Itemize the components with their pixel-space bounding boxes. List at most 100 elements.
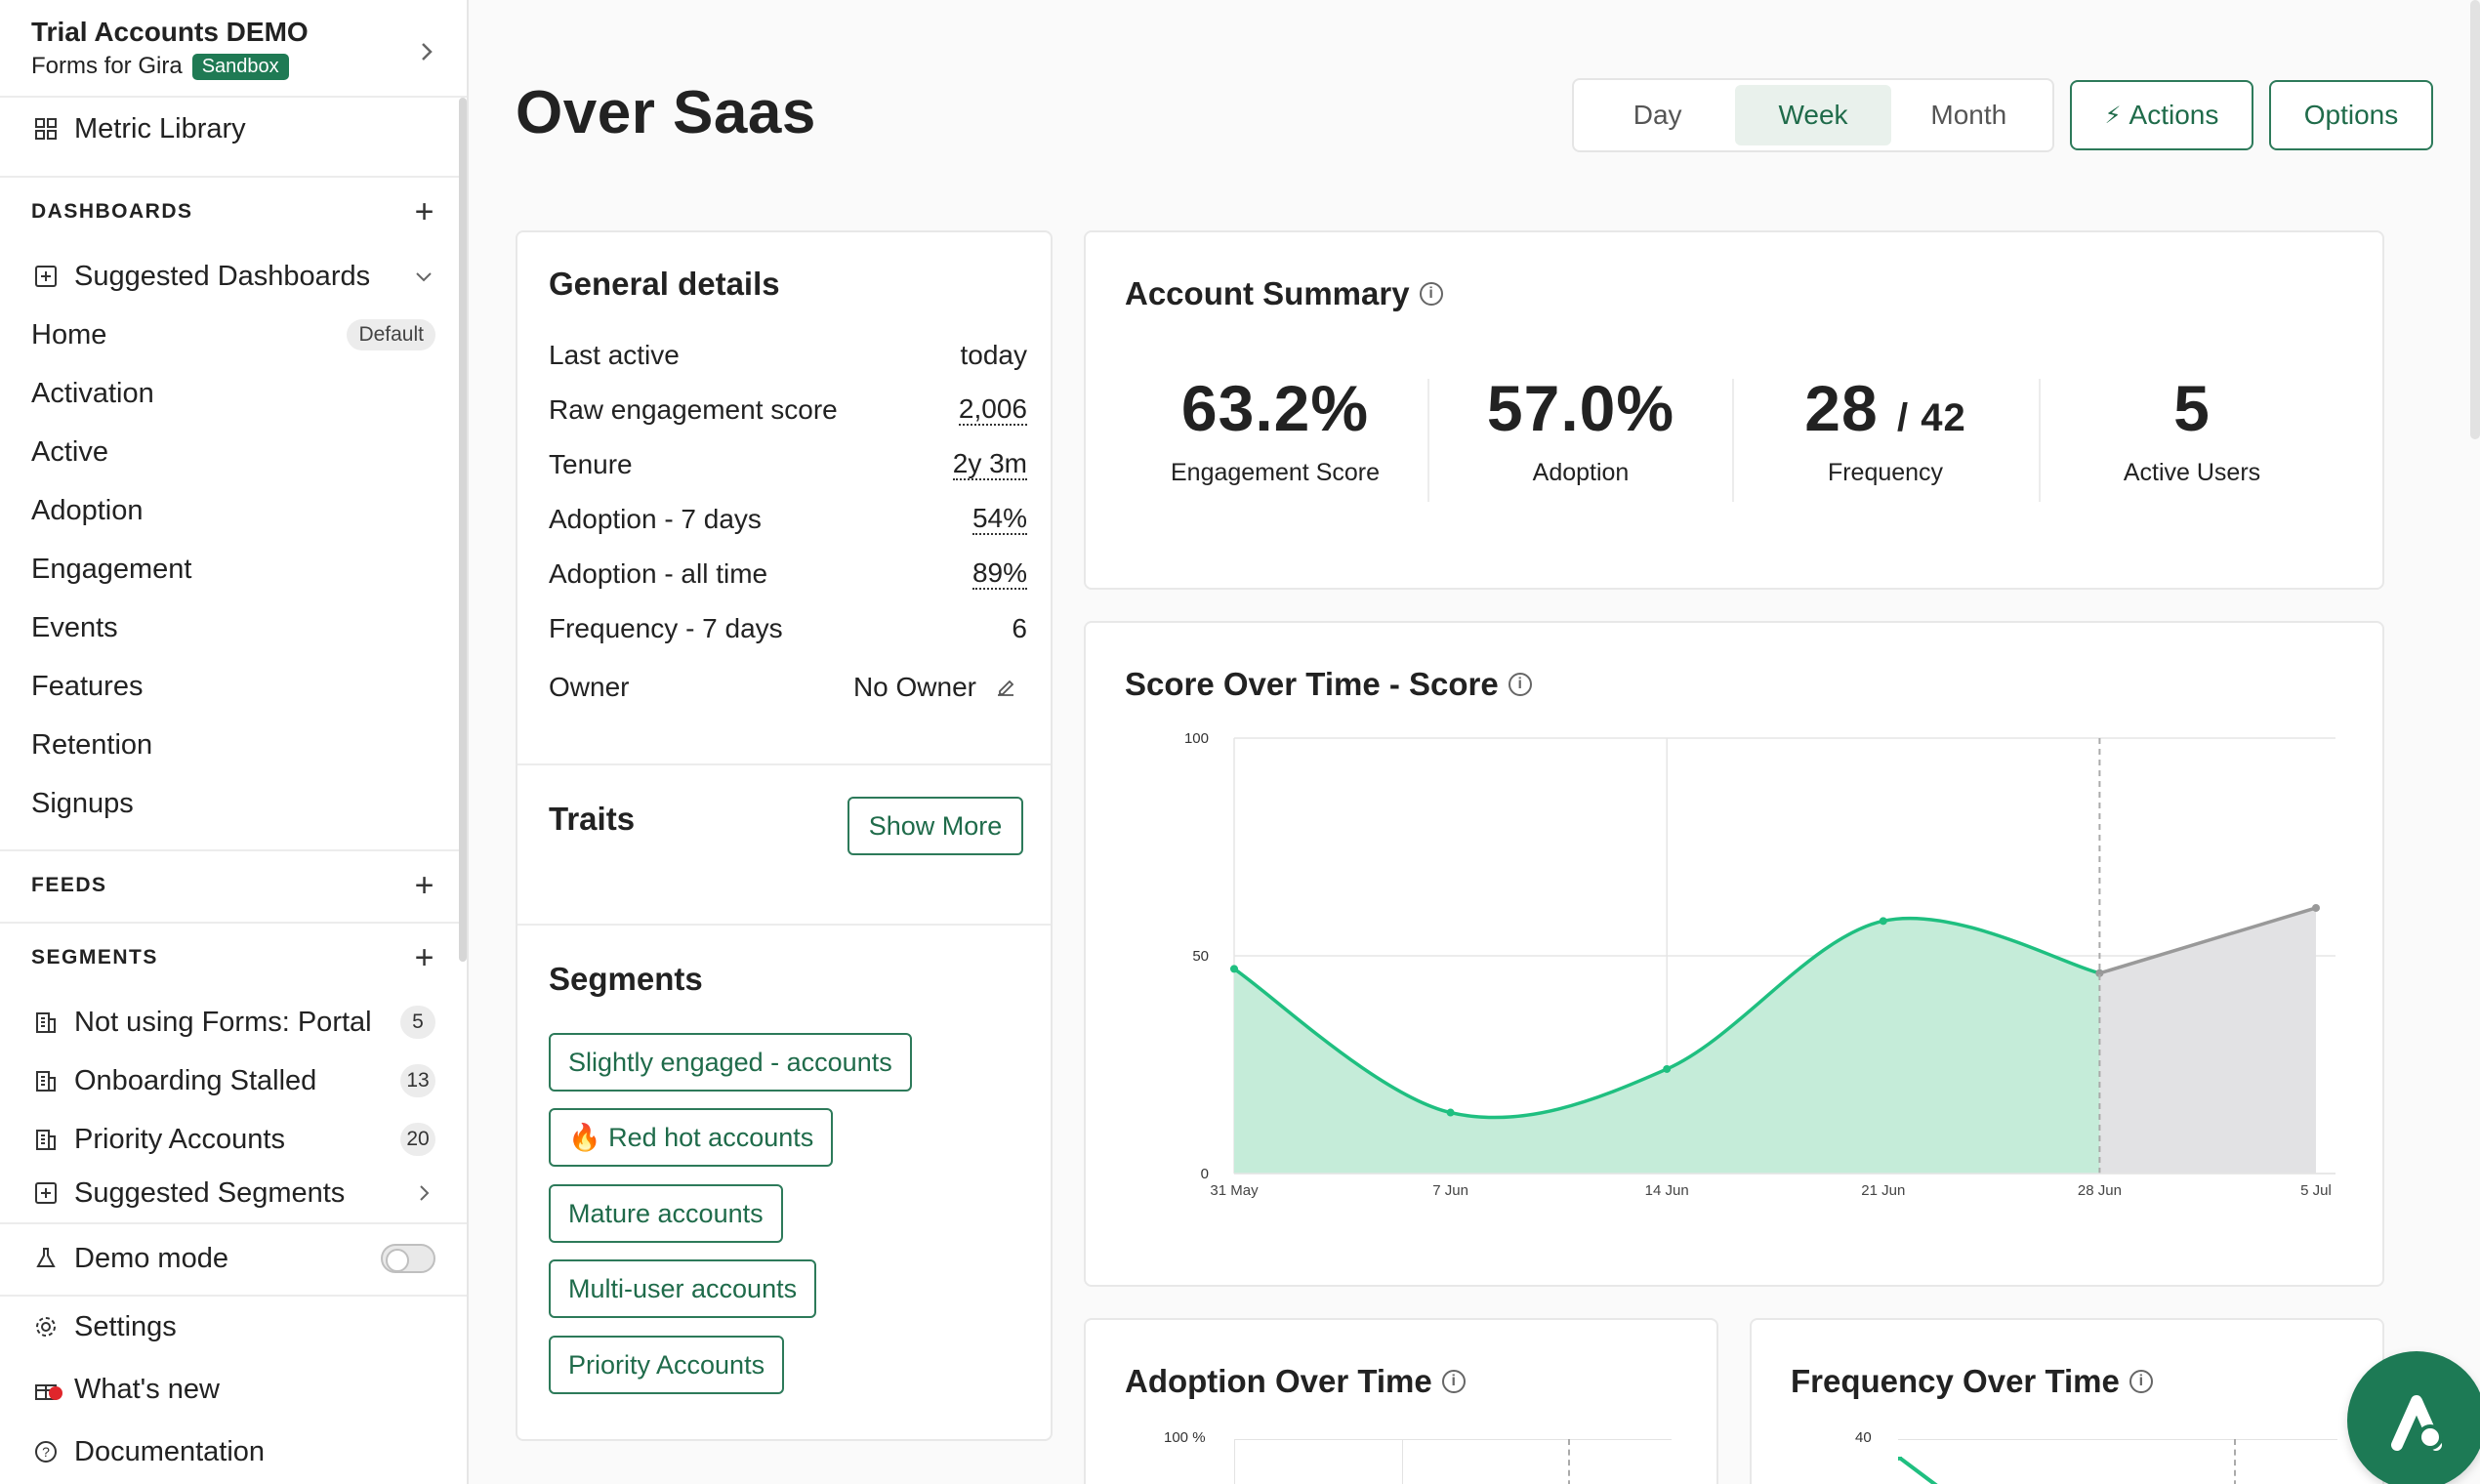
add-segment-icon[interactable]: + [414, 939, 435, 976]
detail-value[interactable]: 2,006 [958, 393, 1027, 426]
segment-tag[interactable]: Slightly engaged - accounts [549, 1033, 912, 1092]
sidebar-item-events[interactable]: Events [31, 603, 435, 652]
sidebar-item-active[interactable]: Active [31, 428, 435, 476]
data-point [1663, 1064, 1672, 1073]
feeds-header: FEEDS + [31, 866, 435, 905]
detail-row: Last active today [549, 340, 1027, 371]
bolt-icon: ⚡ [2104, 102, 2122, 129]
sidebar-item-activation[interactable]: Activation [31, 369, 435, 418]
segment-label: Not using Forms: Portal [74, 1006, 372, 1038]
sidebar-item-label: Home [31, 318, 107, 350]
options-button[interactable]: Options [2269, 80, 2433, 150]
info-icon[interactable]: i [1419, 282, 1443, 306]
segment-tag[interactable]: Mature accounts [549, 1184, 783, 1243]
segment-tag[interactable]: Priority Accounts [549, 1336, 785, 1394]
suggested-segments[interactable]: Suggested Segments [31, 1174, 435, 1213]
documentation-link[interactable]: ? Documentation [31, 1427, 435, 1476]
segment-tag[interactable]: Multi-user accounts [549, 1259, 817, 1318]
sidebar-segment-onboarding-stalled[interactable]: Onboarding Stalled 13 [31, 1056, 435, 1105]
edit-icon[interactable] [994, 676, 1017, 699]
info-icon[interactable]: i [1441, 1370, 1466, 1393]
owner-field[interactable]: No Owner [853, 672, 1017, 703]
y-tick-label: 100 % [1164, 1429, 1206, 1446]
detail-value: today [960, 340, 1028, 370]
general-details-card: General details Last active today Raw eng… [516, 230, 1053, 1441]
segments-header: SEGMENTS + [31, 938, 435, 977]
show-more-button[interactable]: Show More [847, 797, 1023, 855]
divider [0, 1222, 467, 1224]
divider [0, 176, 467, 178]
help-icon: ? [31, 1437, 61, 1466]
actions-button[interactable]: ⚡ Actions [2070, 80, 2253, 150]
traits-title: Traits [549, 801, 636, 837]
chevron-down-icon [416, 272, 432, 282]
add-feed-icon[interactable]: + [414, 867, 435, 904]
current-period-marker [1568, 1439, 1570, 1484]
adoption-chart-card: Adoption Over Time i 100 % [1084, 1318, 1718, 1484]
metric-value-suffix: / 42 [1897, 396, 1966, 439]
sidebar-item-label: Signups [31, 787, 134, 819]
sidebar-segment-not-using-forms[interactable]: Not using Forms: Portal 5 [31, 998, 435, 1047]
detail-value[interactable]: 54% [971, 503, 1027, 535]
account-summary-label: Account Summary [1125, 275, 1410, 311]
sidebar-item-features[interactable]: Features [31, 662, 435, 711]
dashboards-header: DASHBOARDS + [31, 192, 435, 231]
sidebar-scrollbar[interactable] [459, 98, 467, 962]
org-switcher[interactable]: Trial Accounts DEMO Forms for Gira Sandb… [31, 16, 441, 94]
segment-tag[interactable]: 🔥 Red hot accounts [549, 1108, 834, 1167]
range-week[interactable]: Week [1735, 85, 1891, 145]
data-point [2095, 969, 2104, 977]
documentation-label: Documentation [74, 1435, 266, 1467]
default-badge: Default [347, 319, 435, 350]
x-tick-label: 5 Jul [2300, 1182, 2332, 1199]
env-badge: Sandbox [191, 53, 289, 80]
frequency-chart-title: Frequency Over Time i [1791, 1363, 2153, 1400]
x-tick-label: 31 May [1210, 1182, 1259, 1199]
add-dashboard-icon[interactable]: + [414, 193, 435, 230]
suggest-icon [31, 262, 61, 291]
score-chart-title: Score Over Time - Score i [1125, 666, 1532, 703]
metric-library-link[interactable]: Metric Library [31, 104, 435, 153]
main-scrollbar[interactable] [2470, 0, 2480, 439]
sidebar-item-engagement[interactable]: Engagement [31, 545, 435, 594]
help-chat-button[interactable] [2347, 1351, 2480, 1484]
whats-new-label: What's new [74, 1373, 220, 1405]
detail-value[interactable]: 89% [971, 557, 1027, 590]
sidebar-item-label: Activation [31, 377, 154, 409]
detail-label: Raw engagement score [549, 394, 838, 425]
sidebar-item-label: Adoption [31, 494, 144, 526]
detail-value[interactable]: 2y 3m [952, 448, 1027, 480]
metric-label: Engagement Score [1170, 459, 1381, 486]
gridline [1234, 1439, 1672, 1440]
demo-mode-toggle[interactable] [381, 1244, 435, 1273]
building-icon [31, 1125, 61, 1154]
settings-link[interactable]: Settings [31, 1302, 435, 1351]
sidebar-segment-priority-accounts[interactable]: Priority Accounts 20 [31, 1115, 435, 1164]
sidebar-item-home[interactable]: Home Default [31, 310, 435, 359]
detail-label: Tenure [549, 449, 633, 479]
owner-label: Owner [549, 672, 630, 702]
metric-divider [1732, 379, 1734, 502]
range-month[interactable]: Month [1930, 100, 2007, 130]
org-name: Trial Accounts DEMO [31, 17, 309, 47]
info-icon[interactable]: i [1508, 673, 1532, 696]
range-day[interactable]: Day [1633, 100, 1682, 130]
flask-icon [31, 1244, 61, 1273]
product-name: Forms for Gira [31, 53, 183, 79]
whats-new-link[interactable]: What's new [31, 1365, 435, 1414]
adoption-chart-label: Adoption Over Time [1125, 1363, 1432, 1399]
actions-label: Actions [2129, 100, 2219, 130]
sidebar-item-retention[interactable]: Retention [31, 721, 435, 769]
divider [0, 1295, 467, 1297]
page-title: Over Saas [516, 79, 816, 146]
sidebar-item-label: Active [31, 435, 108, 468]
divider [517, 763, 1051, 765]
sidebar-item-adoption[interactable]: Adoption [31, 486, 435, 535]
sidebar-item-label: Events [31, 611, 118, 643]
suggested-dashboards[interactable]: Suggested Dashboards [31, 252, 435, 301]
info-icon[interactable]: i [2129, 1370, 2153, 1393]
sidebar-item-signups[interactable]: Signups [31, 779, 435, 828]
suggested-dashboards-label: Suggested Dashboards [74, 260, 371, 292]
building-icon [31, 1066, 61, 1095]
metric-active-users: 5 Active Users [2040, 371, 2344, 487]
